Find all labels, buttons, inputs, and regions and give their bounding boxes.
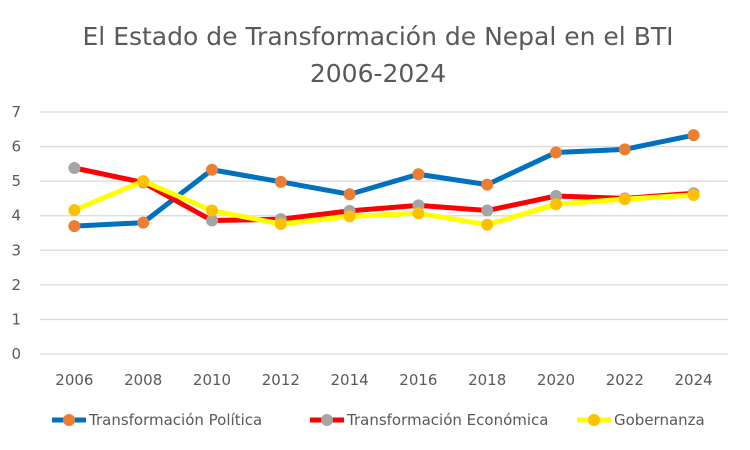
series-3 — [68, 175, 700, 231]
data-point — [206, 214, 218, 227]
x-tick-label: 2018 — [468, 371, 506, 389]
y-tick-label: 7 — [11, 103, 21, 121]
legend-item: Gobernanza — [577, 411, 705, 429]
y-tick-label: 6 — [11, 138, 21, 156]
x-tick-label: 2016 — [399, 371, 437, 389]
legend: Transformación Política Transformación Ec… — [52, 411, 705, 429]
y-tick-label: 2 — [11, 276, 21, 294]
data-point — [343, 210, 356, 223]
x-tick-label: 2010 — [193, 371, 231, 389]
data-point — [137, 216, 150, 229]
y-tick-label: 5 — [11, 172, 21, 190]
legend-marker-swatch — [321, 414, 333, 426]
data-point — [137, 175, 150, 188]
y-tick-label: 0 — [11, 345, 21, 363]
legend-item: Transformación Económica — [310, 411, 548, 429]
data-point — [687, 188, 700, 201]
data-point — [343, 188, 356, 201]
x-tick-label: 2020 — [537, 371, 575, 389]
x-tick-label: 2006 — [55, 371, 93, 389]
legend-item: Transformación Política — [52, 411, 262, 429]
x-axis-ticks: 2006 2008 2010 2012 2014 2016 2018 2020 2022 2024 — [55, 371, 712, 389]
data-point — [550, 190, 562, 203]
data-point — [481, 204, 494, 217]
data-point — [550, 146, 562, 159]
series-line — [71, 165, 697, 224]
series-line — [71, 178, 697, 228]
data-point — [481, 178, 494, 191]
data-point — [618, 193, 631, 206]
series-layer — [68, 129, 700, 233]
x-tick-label: 2014 — [331, 371, 369, 389]
data-point — [687, 129, 700, 142]
data-point — [412, 168, 425, 181]
x-tick-label: 2012 — [262, 371, 300, 389]
x-tick-label: 2024 — [675, 371, 713, 389]
data-point — [68, 220, 81, 233]
legend-marker-swatch — [63, 414, 75, 426]
data-point — [68, 162, 81, 175]
data-point — [206, 204, 218, 217]
y-tick-label: 1 — [11, 310, 21, 328]
data-point — [481, 218, 494, 231]
data-point — [412, 207, 425, 220]
data-point — [68, 204, 81, 217]
x-tick-label: 2022 — [606, 371, 644, 389]
data-point — [206, 163, 218, 176]
legend-marker-swatch — [588, 414, 600, 426]
chart-subtitle: 2006-2024 — [310, 59, 446, 88]
legend-label: Gobernanza — [614, 411, 705, 429]
x-tick-label: 2008 — [124, 371, 162, 389]
y-axis-ticks: 0 1 2 3 4 5 6 7 — [11, 103, 21, 363]
data-point — [550, 198, 562, 211]
y-tick-label: 3 — [11, 241, 21, 259]
legend-label: Transformación Política — [88, 411, 262, 429]
y-tick-label: 4 — [11, 207, 21, 225]
chart-title: El Estado de Transformación de Nepal en … — [83, 22, 674, 51]
legend-label: Transformación Económica — [346, 411, 548, 429]
data-point — [274, 218, 287, 231]
data-point — [618, 143, 631, 156]
data-point — [274, 175, 287, 188]
